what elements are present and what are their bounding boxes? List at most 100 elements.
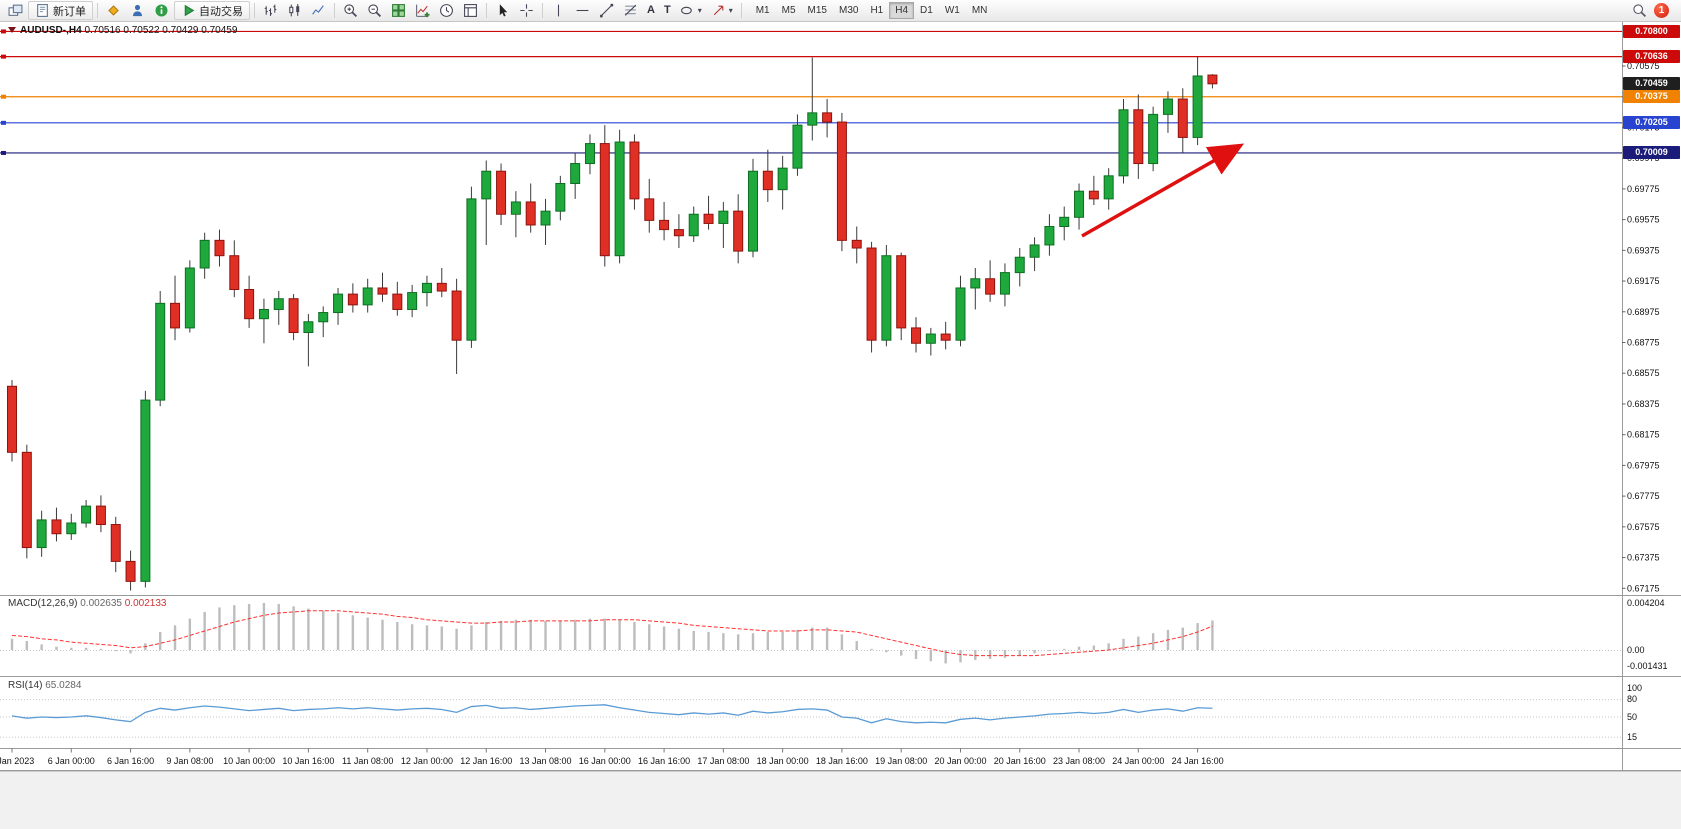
candle xyxy=(392,281,403,316)
line-chart-button[interactable] xyxy=(307,1,330,20)
timeframe-button-h1[interactable]: H1 xyxy=(870,5,884,16)
candlestick-chart-button[interactable] xyxy=(283,1,306,20)
candle xyxy=(333,287,344,325)
candle xyxy=(644,178,655,233)
price-scale-label: 0.69375 xyxy=(1627,245,1660,255)
candle xyxy=(214,229,225,267)
time-axis[interactable]: 5 Jan 2023 6 Jan 00:00 6 Jan 16:00 9 Jan 08… xyxy=(0,748,1224,767)
line-chart-icon xyxy=(312,5,324,15)
candle xyxy=(703,195,714,230)
bar-chart-button[interactable] xyxy=(259,1,282,20)
macd-scale-label: 0.004204 xyxy=(1627,598,1665,608)
price-scale-label: 0.69975 xyxy=(1627,153,1660,163)
candle xyxy=(925,327,936,356)
time-axis-label: 10 Jan 00:00 xyxy=(223,756,275,766)
horizontal-level-line[interactable] xyxy=(0,150,1622,155)
new-order-button[interactable]: 新订单 xyxy=(28,1,93,20)
horizontal-level-line[interactable] xyxy=(0,94,1622,99)
trend-arrow-annotation[interactable] xyxy=(1081,143,1245,238)
trendline-tool-button[interactable] xyxy=(595,1,618,20)
candle xyxy=(318,306,329,338)
candle xyxy=(659,201,670,241)
crosshair-icon xyxy=(520,4,533,17)
navigator-button[interactable] xyxy=(150,1,173,20)
candle xyxy=(866,241,877,353)
crosshair-button[interactable] xyxy=(515,1,538,20)
periods-button[interactable] xyxy=(435,1,458,20)
candle xyxy=(1118,99,1129,184)
candle xyxy=(436,267,447,298)
candle xyxy=(170,275,181,341)
timeframe-button-m30[interactable]: M30 xyxy=(838,5,859,16)
price-scale-label: 0.68975 xyxy=(1627,307,1660,317)
vertical-line-tool-button[interactable] xyxy=(547,1,570,20)
fibonacci-tool-button[interactable] xyxy=(619,1,642,20)
chart-menu-icon[interactable] xyxy=(8,27,16,34)
candle xyxy=(792,114,803,176)
arrows-dropdown-button[interactable]: ▾ xyxy=(707,1,737,20)
price-scale-label: 0.70375 xyxy=(1627,92,1660,102)
timeframe-button-mn[interactable]: MN xyxy=(971,5,988,16)
timeframe-button-h4[interactable]: H4 xyxy=(889,2,915,19)
tile-windows-button[interactable] xyxy=(387,1,410,20)
candle xyxy=(303,314,314,367)
rsi-line xyxy=(11,704,1213,724)
rsi-scale-label: 15 xyxy=(1627,732,1637,742)
zoom-out-button[interactable] xyxy=(363,1,386,20)
notification-badge[interactable]: 1 xyxy=(1654,3,1669,18)
price-scale-label: 0.67175 xyxy=(1627,583,1660,593)
horizontal-level-line[interactable] xyxy=(0,29,1622,34)
time-axis-label: 24 Jan 16:00 xyxy=(1172,756,1224,766)
cursor-button[interactable] xyxy=(491,1,514,20)
candle xyxy=(451,278,462,374)
data-window-button[interactable] xyxy=(126,1,149,20)
text-tool-button[interactable]: A xyxy=(643,1,659,20)
candle xyxy=(481,160,492,245)
price-scale[interactable]: 0.70575 0.70375 0.70175 0.69975 0.69775 0.695… xyxy=(1622,61,1660,593)
new-chart-button[interactable] xyxy=(4,1,27,20)
timeframe-button-m15[interactable]: M15 xyxy=(807,5,827,16)
candle xyxy=(570,152,581,199)
vertical-line-icon xyxy=(557,4,560,17)
fibonacci-icon xyxy=(624,4,637,16)
time-axis-label: 16 Jan 16:00 xyxy=(638,756,690,766)
candle xyxy=(851,226,862,264)
indicators-button[interactable] xyxy=(411,1,434,20)
timeframe-button-d1[interactable]: D1 xyxy=(920,5,933,16)
candle xyxy=(970,267,981,310)
price-scale-label: 0.69775 xyxy=(1627,184,1660,194)
autotrading-button[interactable]: 自动交易 xyxy=(174,1,250,20)
trendline-icon xyxy=(600,3,614,18)
zoom-in-button[interactable] xyxy=(339,1,362,20)
horizontal-line-tool-button[interactable] xyxy=(571,1,594,20)
timeframe-button-w1[interactable]: W1 xyxy=(944,5,960,16)
candle xyxy=(229,240,240,298)
macd-main-value: 0.002635 xyxy=(80,598,122,609)
search-icon[interactable] xyxy=(1632,3,1647,18)
candle xyxy=(377,272,388,302)
rsi-value: 65.0284 xyxy=(45,680,82,691)
horizontal-level-line[interactable] xyxy=(0,54,1622,59)
timeframe-button-m1[interactable]: M1 xyxy=(755,5,770,16)
macd-panel xyxy=(0,602,1622,664)
arrow-shape-icon xyxy=(713,5,724,16)
shapes-dropdown-button[interactable]: ▾ xyxy=(676,1,706,20)
candle xyxy=(940,321,951,350)
price-scale-label: 0.67775 xyxy=(1627,491,1660,501)
new-order-label: 新订单 xyxy=(53,5,86,18)
time-axis-label: 24 Jan 00:00 xyxy=(1112,756,1164,766)
timeframe-button-m5[interactable]: M5 xyxy=(781,5,796,16)
label-tool-button[interactable]: T xyxy=(660,1,675,20)
price-scale-label: 0.68575 xyxy=(1627,368,1660,378)
chart-title: AUDUSD-,H4 0.70516 0.70522 0.70429 0.704… xyxy=(8,25,237,36)
market-watch-button[interactable] xyxy=(102,1,125,20)
new-order-icon xyxy=(37,4,48,17)
templates-button[interactable] xyxy=(459,1,482,20)
candle xyxy=(555,175,566,221)
toolbar: 新订单 自动交易 xyxy=(0,0,1681,22)
candle xyxy=(748,158,758,258)
candle xyxy=(140,390,151,588)
candle xyxy=(822,99,833,138)
